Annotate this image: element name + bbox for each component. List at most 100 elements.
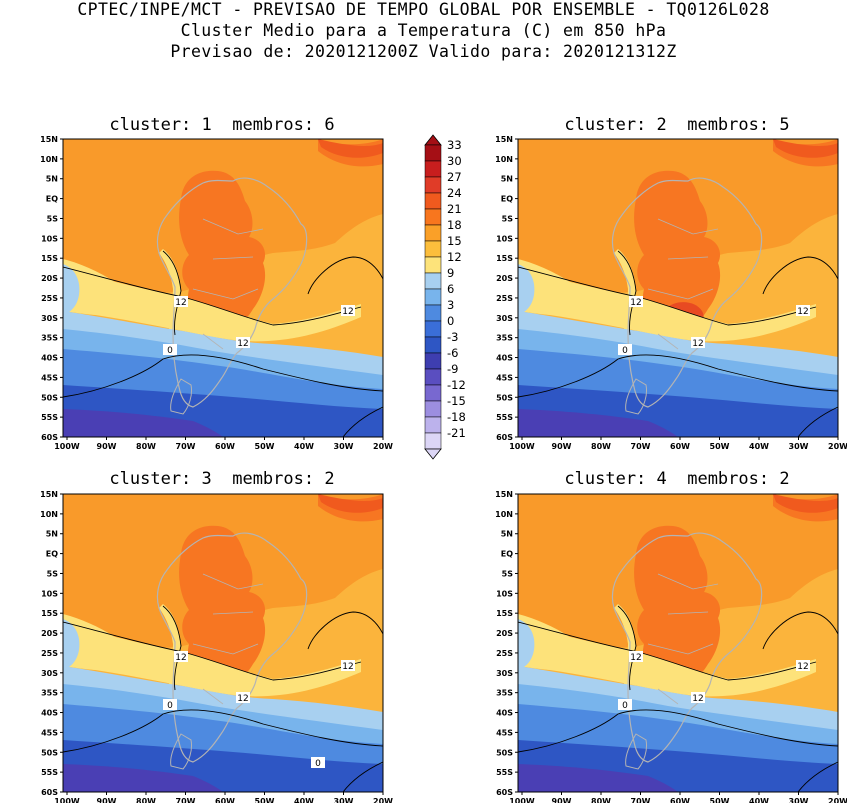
field-9-12 [518,269,816,342]
colorbar-label: 0 [447,314,454,328]
contour-label: 12 [236,692,250,704]
lat-tick-label: EQ [46,195,58,204]
country-borders [647,573,719,705]
lon-tick-label: 100W [509,797,535,803]
coastline [611,532,763,763]
contour-0-south [797,761,838,792]
colorbar-swatch [424,432,442,450]
colorbar-swatch [424,336,442,354]
lat-tick-label: 40S [41,354,58,363]
colorbar-label: 18 [447,218,462,232]
contour-label: 12 [174,651,188,663]
field-6-9-west [63,264,80,315]
colorbar-swatch [424,208,442,226]
colorbar-swatch [424,160,442,178]
lat-tick-label: 45S [41,728,58,737]
lon-tick-label: 40W [749,797,769,803]
contour-label: 0 [163,344,177,356]
colorbar-label: 27 [447,170,462,184]
lat-tick-label: 35S [496,689,513,698]
colorbar-label: -21 [447,426,466,440]
lat-tick-label: 5S [47,569,59,578]
contour-label: 0 [618,344,632,356]
lat-tick-label: 15S [496,254,513,263]
lat-tick-label: 10S [41,234,58,243]
header-line-3: Previsao de: 2020121200Z Valido para: 20… [170,42,677,61]
country-borders [192,218,264,350]
colorbar-label: 15 [447,234,462,248]
field-andes-cool [614,249,636,344]
lon-tick-label: 50W [710,442,730,451]
colorbar-label: -15 [447,394,466,408]
contour-12-east [762,611,838,650]
lat-tick-label: 35S [41,689,58,698]
contour-12 [518,621,817,681]
lon-tick-label: 100W [54,797,80,803]
lat-tick-label: EQ [501,550,513,559]
lat-tick-label: 10S [496,589,513,598]
contour-12-andes [162,605,182,691]
lon-tick-label: 90W [97,442,117,451]
svg-text:12: 12 [630,653,641,663]
lat-tick-label: 20S [496,274,513,283]
lon-tick-label: 90W [97,797,117,803]
lat-tick-label: 5N [46,530,58,539]
lon-tick-label: 80W [591,797,611,803]
lat-tick-label: 55S [41,413,58,422]
colorbar-swatch [424,320,442,338]
lat-tick-label: 40S [496,709,513,718]
colorbar-swatch [424,416,442,434]
contour-12 [518,266,817,326]
lon-tick-label: 70W [631,797,651,803]
lat-tick-label: 10N [495,510,513,519]
contour-label: 12 [629,651,643,663]
colorbar-label: -9 [447,362,458,376]
lat-tick-label: 5S [502,569,514,578]
lon-tick-label: 100W [54,442,80,451]
contour-label: 0 [618,699,632,711]
lat-tick-label: 15S [496,609,513,618]
colorbar-bottom-arrow [424,448,442,460]
coastline [611,177,763,408]
contour-label: 12 [796,660,810,672]
field-24-warm-north [773,139,838,158]
colorbar-swatch [424,304,442,322]
lon-tick-label: 80W [591,442,611,451]
lat-tick-label: 60S [41,788,58,797]
lat-tick-label: 25S [41,649,58,658]
lat-tick-label: 50S [41,748,58,757]
contour-label: 0 [311,757,325,769]
svg-text:0: 0 [622,701,628,711]
colorbar-swatch [424,176,442,194]
contour-12-east [762,256,838,295]
lat-tick-label: 15N [495,490,513,499]
colorbar-label: -3 [447,330,458,344]
country-borders [192,573,264,705]
colorbar-label: 33 [447,138,462,152]
panel-title-1: cluster: 1 membros: 6 [109,115,335,135]
field-9-12-west [518,259,576,316]
contour-0 [63,354,383,398]
lat-tick-label: 5N [501,175,513,184]
field-24-warm-north [773,494,838,513]
colorbar-label: 6 [447,282,454,296]
colorbar-swatch [424,240,442,258]
lon-tick-label: 50W [255,442,275,451]
lat-tick-label: 45S [496,373,513,382]
lon-tick-label: 70W [176,797,196,803]
field-6-9-west [518,264,535,315]
lat-tick-label: 5N [501,530,513,539]
lat-tick-label: 15S [41,609,58,618]
lat-tick-label: 50S [496,748,513,757]
field-9-12 [63,269,361,342]
lon-tick-label: 60W [215,797,235,803]
colorbar-label: 12 [447,250,462,264]
lat-tick-label: 15N [40,490,58,499]
colorbar-swatch [424,288,442,306]
lat-tick-label: 35S [41,334,58,343]
patagonia-coast [170,378,192,415]
field-9-12-west [63,614,121,671]
contour-0 [518,354,838,398]
svg-text:0: 0 [167,346,173,356]
